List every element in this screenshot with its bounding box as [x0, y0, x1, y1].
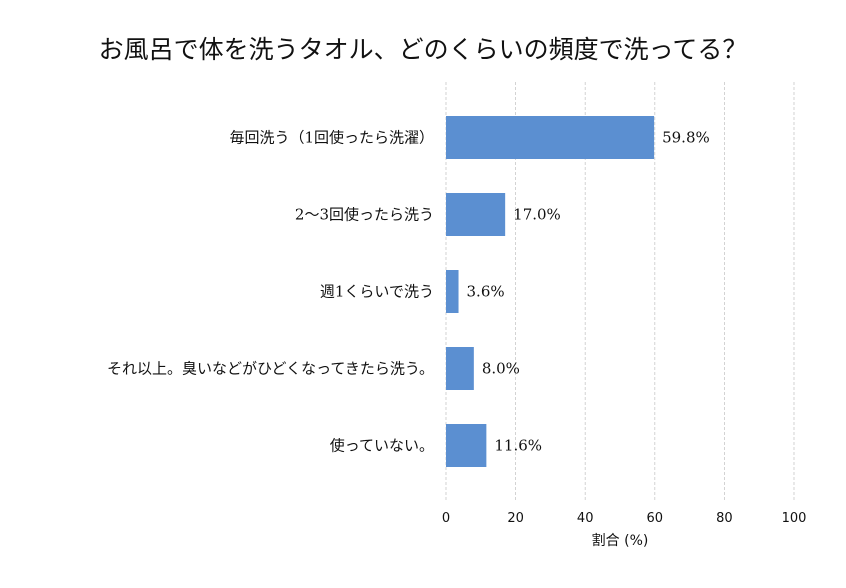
bar	[446, 116, 655, 159]
category-label: 2〜3回使ったら洗う	[295, 206, 434, 224]
x-tick-label: 0	[442, 511, 450, 526]
x-tick-label: 80	[716, 511, 733, 526]
x-axis-title: 割合 (%)	[592, 532, 649, 549]
bars	[446, 116, 655, 467]
value-label: 8.0%	[482, 360, 520, 378]
value-label: 59.8%	[662, 129, 710, 147]
x-tick-label: 100	[782, 511, 807, 526]
category-label: 週1くらいで洗う	[320, 283, 434, 301]
bar	[446, 193, 506, 236]
category-label: 毎回洗う（1回使ったら洗濯）	[229, 129, 434, 147]
value-label: 11.6%	[494, 437, 542, 455]
bar	[446, 424, 487, 467]
value-label: 3.6%	[467, 283, 505, 301]
bar	[446, 270, 459, 313]
x-tick-label: 60	[647, 511, 664, 526]
category-label: 使っていない。	[330, 437, 434, 455]
bar	[446, 347, 474, 390]
x-tick-label: 20	[507, 511, 524, 526]
category-label: それ以上。臭いなどがひどくなってきたら洗う。	[107, 360, 434, 378]
labels: 0 20 40 60 80 100 毎回洗う（1回使ったら洗濯） 59.8% 2〜3回使ったら洗…	[107, 129, 806, 527]
value-label: 17.0%	[513, 206, 561, 224]
chart-title: お風呂で体を洗うタオル、どのくらいの頻度で洗ってる？	[98, 35, 748, 64]
x-tick-label: 40	[577, 511, 594, 526]
